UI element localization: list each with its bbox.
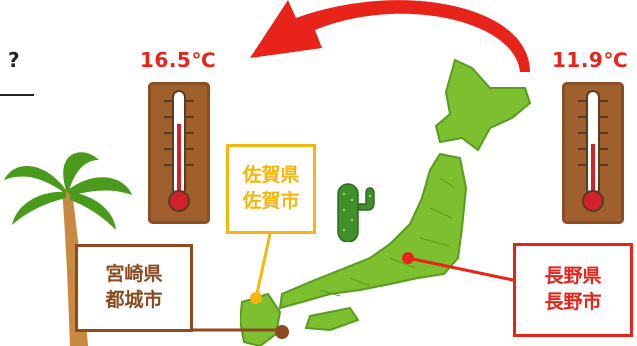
label-miyazaki: 宮崎県 都城市 xyxy=(75,244,193,332)
label-nagano-line2: 長野市 xyxy=(544,291,602,313)
question-mark: ? xyxy=(8,48,20,72)
label-saga-line2: 佐賀市 xyxy=(242,190,300,212)
cactus-icon xyxy=(337,183,375,242)
temperature-left: 16.5℃ xyxy=(140,48,217,72)
curved-arrow-icon xyxy=(250,0,530,72)
label-miyazaki-line2: 都城市 xyxy=(105,289,163,311)
label-nagano: 長野県 長野市 xyxy=(513,243,633,337)
japan-map-icon xyxy=(240,58,532,346)
temperature-right: 11.9℃ xyxy=(552,48,629,72)
label-nagano-line1: 長野県 xyxy=(544,265,602,288)
label-saga: 佐賀県 佐賀市 xyxy=(226,144,316,234)
underline xyxy=(0,94,34,96)
thermometer-icon xyxy=(148,82,210,224)
thermometer-icon xyxy=(562,82,624,224)
label-saga-line1: 佐賀県 xyxy=(242,164,300,187)
label-miyazaki-line1: 宮崎県 xyxy=(105,263,163,286)
